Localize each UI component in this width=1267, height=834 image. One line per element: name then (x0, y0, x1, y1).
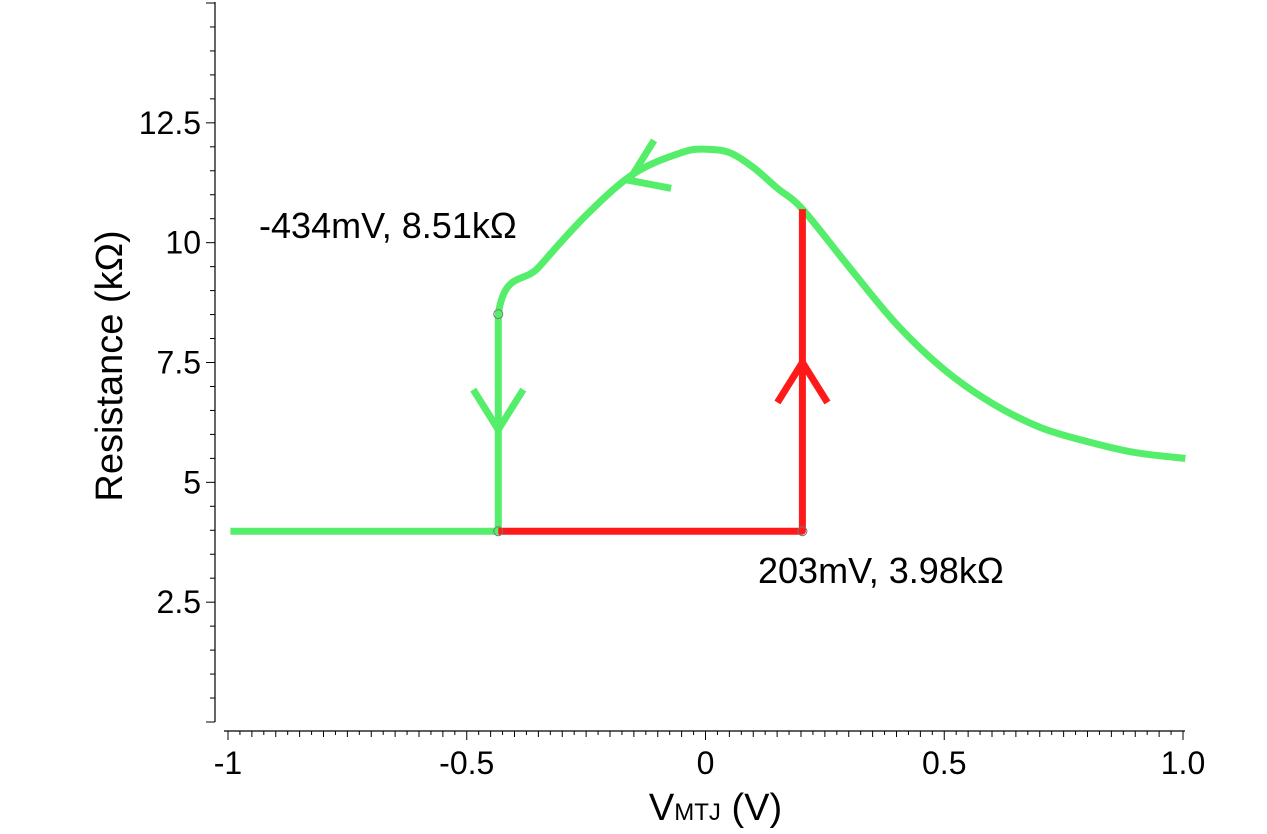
y-tick-label: 10 (165, 225, 201, 261)
axes (206, 2, 1185, 740)
x-tick-label: -0.5 (439, 745, 494, 781)
y-tick-label: 7.5 (157, 345, 201, 381)
switch-point-annotation: 203mV, 3.98kΩ (758, 550, 1004, 591)
y-tick-label: 2.5 (157, 584, 201, 620)
series-line-green (230, 145, 1186, 535)
direction-arrow (470, 387, 527, 437)
direction-arrow (774, 355, 831, 405)
x-tick-label: 0.5 (922, 745, 966, 781)
label-layer: 2.5 5 7.5 10 12.5 -1 -0.5 0 0.5 1.0 VMTJ (V) Resist… (89, 105, 1205, 829)
series-line-red (498, 209, 806, 535)
switch-point-annotation: -434mV, 8.51kΩ (259, 205, 517, 246)
x-tick-label: -1 (214, 745, 242, 781)
arrow-layer (470, 138, 831, 437)
switch-point-marker (797, 526, 808, 537)
y-tick-label: 5 (183, 464, 201, 500)
y-tick-label: 12.5 (139, 105, 201, 141)
annotation-layer: -434mV, 8.51kΩ 203mV, 3.98kΩ (259, 205, 1004, 591)
switch-point-marker (493, 309, 504, 320)
y-axis-title: Resistance (kΩ) (89, 230, 131, 501)
series-layer (230, 145, 1186, 535)
marker-layer (493, 309, 808, 537)
x-tick-label: 0 (697, 745, 715, 781)
x-tick-label: 1.0 (1161, 745, 1205, 781)
switch-point-marker (493, 526, 504, 537)
x-axis-title: VMTJ (V) (649, 787, 782, 829)
direction-arrow (623, 138, 672, 192)
